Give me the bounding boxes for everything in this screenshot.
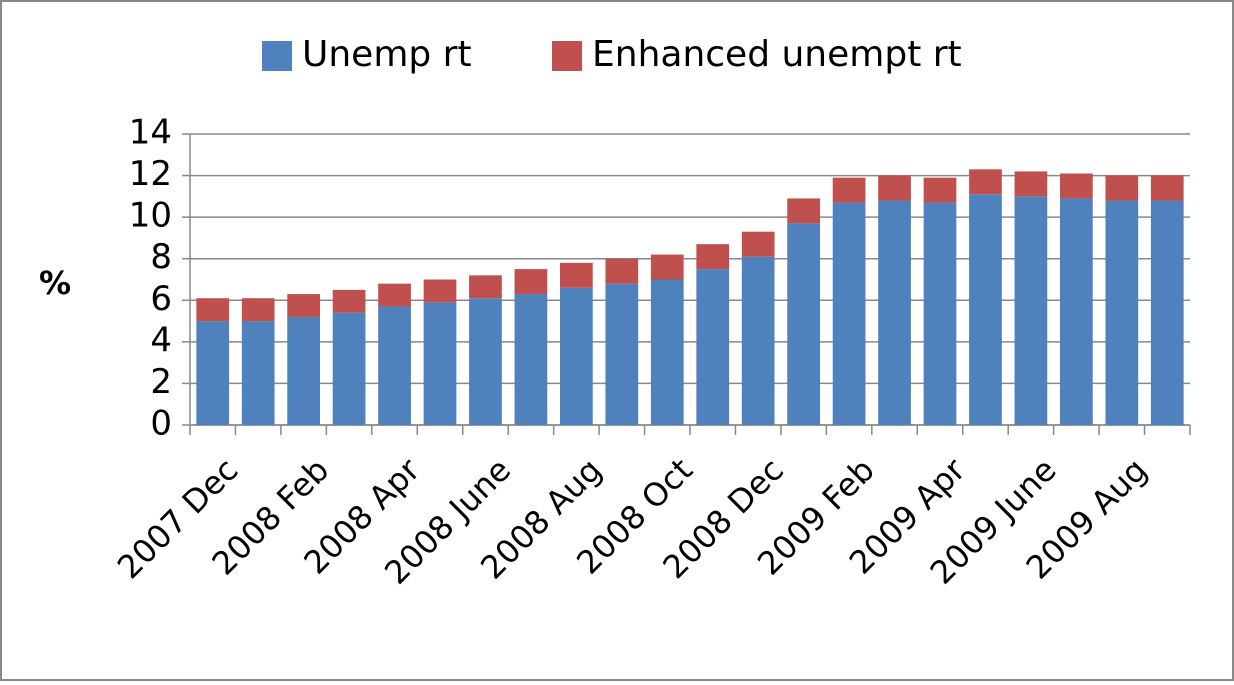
bar-segment	[1150, 175, 1184, 201]
bar-segment	[241, 321, 275, 425]
bar-segment	[560, 262, 593, 288]
bar-segment	[741, 231, 775, 257]
bar-segment	[1105, 200, 1139, 425]
legend-swatch	[262, 41, 292, 71]
y-tick-label: 10	[129, 196, 172, 236]
bar-segment	[241, 298, 275, 322]
bar-segment	[332, 312, 366, 425]
bar-segment	[1150, 200, 1184, 425]
bar-segment	[196, 298, 230, 322]
y-tick-label: 12	[129, 154, 172, 194]
bar-segment	[969, 194, 1002, 425]
bar-segment	[1060, 173, 1093, 199]
y-tick-label: 2	[150, 362, 172, 402]
bar-segment	[332, 289, 366, 313]
bar-segment	[287, 294, 320, 317]
y-tick-label: 0	[150, 404, 172, 444]
bar-segment	[787, 223, 820, 425]
legend-label: Unemp rt	[302, 34, 472, 75]
bar-segment	[1060, 198, 1093, 425]
bar-segment	[423, 302, 457, 425]
y-tick-label: 8	[150, 237, 172, 277]
bar-segment	[378, 306, 411, 425]
bar-segment	[696, 269, 730, 425]
bar-segment	[878, 200, 911, 425]
legend-swatch	[552, 41, 582, 71]
legend-label: Enhanced unempt rt	[592, 34, 962, 75]
y-tick-label: 6	[150, 279, 172, 319]
bar-segment	[969, 169, 1002, 195]
bar-segment	[832, 202, 866, 425]
bar-segment	[650, 279, 684, 425]
bar-segment	[787, 198, 820, 224]
bar-segment	[469, 275, 502, 299]
bar-segment	[1014, 171, 1048, 197]
bar-segment	[287, 316, 320, 425]
y-tick-label: 4	[150, 320, 172, 360]
y-axis-label: %	[39, 264, 71, 302]
bar-segment	[696, 244, 730, 270]
y-tick-label: 14	[129, 113, 172, 153]
bar-segment	[423, 279, 457, 303]
bar-segment	[832, 177, 866, 203]
bar-segment	[650, 254, 684, 280]
bar-segment	[1105, 175, 1139, 201]
bar-segment	[923, 177, 957, 203]
bar-segment	[741, 256, 775, 425]
bar-segment	[605, 258, 639, 284]
bar-segment	[469, 298, 502, 425]
bar-segment	[923, 202, 957, 425]
bar-segment	[378, 283, 411, 307]
bar-segment	[1014, 196, 1048, 425]
bar-segment	[196, 321, 230, 425]
bar-segment	[605, 283, 639, 425]
bar-segment	[560, 287, 593, 425]
bar-segment	[514, 269, 548, 295]
bar-segment	[514, 294, 548, 425]
bar-segment	[878, 175, 911, 201]
